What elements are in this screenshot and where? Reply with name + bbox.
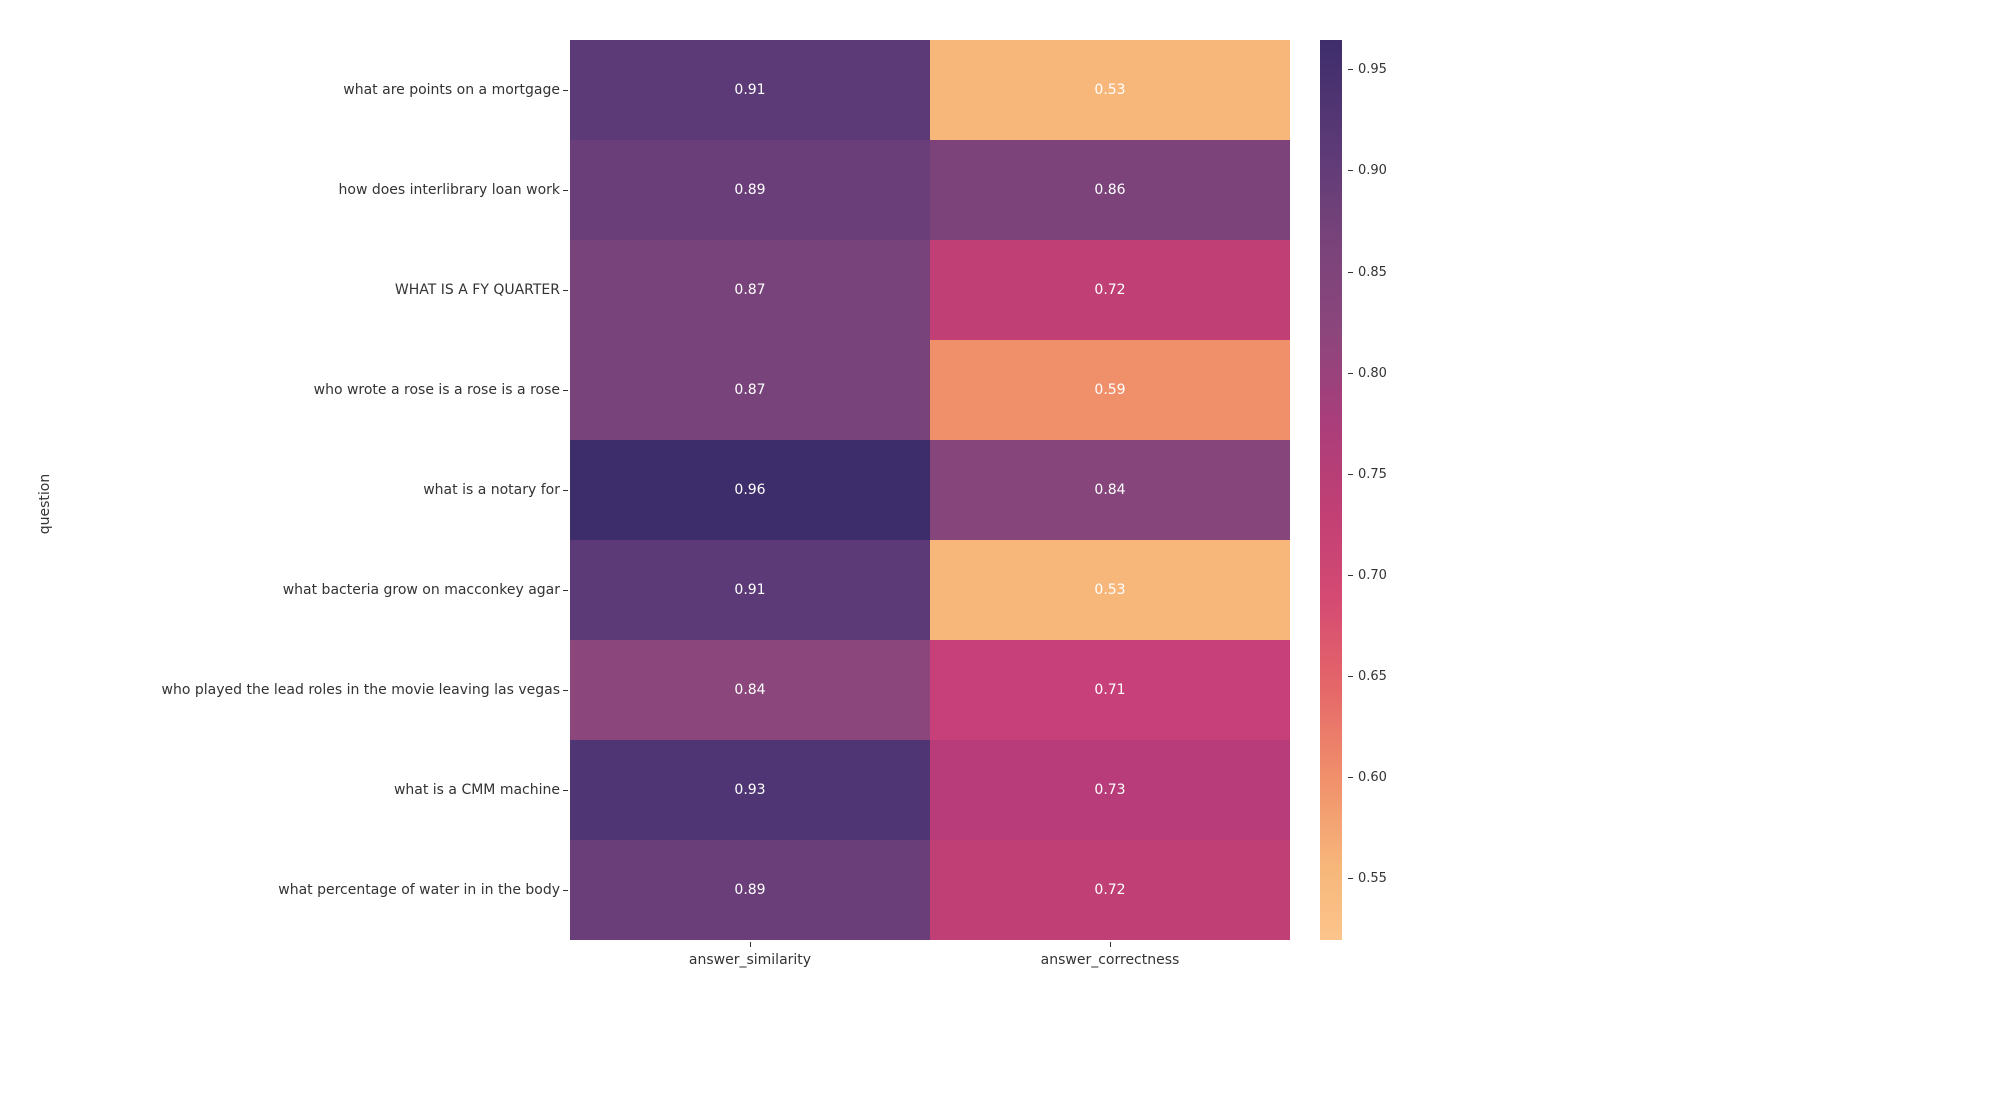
heatmap-cell: 0.53 xyxy=(930,540,1290,640)
heatmap-cell: 0.87 xyxy=(570,340,930,440)
colorbar-tick: 0.95 xyxy=(1348,62,1387,77)
heatmap-cell: 0.91 xyxy=(570,540,930,640)
heatmap-cell: 0.84 xyxy=(930,440,1290,540)
colorbar-tick: 0.65 xyxy=(1348,669,1387,684)
heatmap-cell: 0.89 xyxy=(570,840,930,940)
colorbar-tick: 0.60 xyxy=(1348,770,1387,785)
heatmap-cell: 0.84 xyxy=(570,640,930,740)
colorbar-tick: 0.80 xyxy=(1348,366,1387,381)
heatmap-cell: 0.53 xyxy=(930,40,1290,140)
row-label: what percentage of water in in the body xyxy=(60,840,570,940)
heatmap-cell: 0.91 xyxy=(570,40,930,140)
heatmap-cell: 0.59 xyxy=(930,340,1290,440)
heatmap-cell: 0.93 xyxy=(570,740,930,840)
colorbar-container: 0.550.600.650.700.750.800.850.900.95 xyxy=(1320,40,1348,940)
row-label: how does interlibrary loan work xyxy=(60,140,570,240)
heatmap-cell: 0.72 xyxy=(930,240,1290,340)
grid-container: 0.910.530.890.860.870.720.870.590.960.84… xyxy=(570,40,1290,968)
colorbar-tick: 0.70 xyxy=(1348,568,1387,583)
x-labels: answer_similarityanswer_correctness xyxy=(570,946,1290,968)
colorbar xyxy=(1320,40,1342,940)
heatmap-chart: question what are points on a mortgageho… xyxy=(20,20,1974,988)
row-label: what is a CMM machine xyxy=(60,740,570,840)
heatmap-grid: 0.910.530.890.860.870.720.870.590.960.84… xyxy=(570,40,1290,940)
row-label: who wrote a rose is a rose is a rose xyxy=(60,340,570,440)
heatmap-cell: 0.86 xyxy=(930,140,1290,240)
colorbar-tick: 0.90 xyxy=(1348,163,1387,178)
row-label: who played the lead roles in the movie l… xyxy=(60,640,570,740)
column-label: answer_correctness xyxy=(930,946,1290,968)
row-label: what is a notary for xyxy=(60,440,570,540)
y-axis-label-container: question xyxy=(30,40,60,968)
colorbar-tick: 0.75 xyxy=(1348,467,1387,482)
colorbar-tick: 0.55 xyxy=(1348,871,1387,886)
row-labels: what are points on a mortgagehow does in… xyxy=(60,40,570,968)
heatmap-cell: 0.87 xyxy=(570,240,930,340)
row-label: what bacteria grow on macconkey agar xyxy=(60,540,570,640)
y-axis-label: question xyxy=(37,474,53,534)
heatmap-cell: 0.73 xyxy=(930,740,1290,840)
row-label: WHAT IS A FY QUARTER xyxy=(60,240,570,340)
heatmap-cell: 0.72 xyxy=(930,840,1290,940)
row-label: what are points on a mortgage xyxy=(60,40,570,140)
chart-main: question what are points on a mortgageho… xyxy=(30,40,1290,968)
heatmap-cell: 0.71 xyxy=(930,640,1290,740)
column-label: answer_similarity xyxy=(570,946,930,968)
heatmap-cell: 0.89 xyxy=(570,140,930,240)
colorbar-tick: 0.85 xyxy=(1348,265,1387,280)
heatmap-cell: 0.96 xyxy=(570,440,930,540)
